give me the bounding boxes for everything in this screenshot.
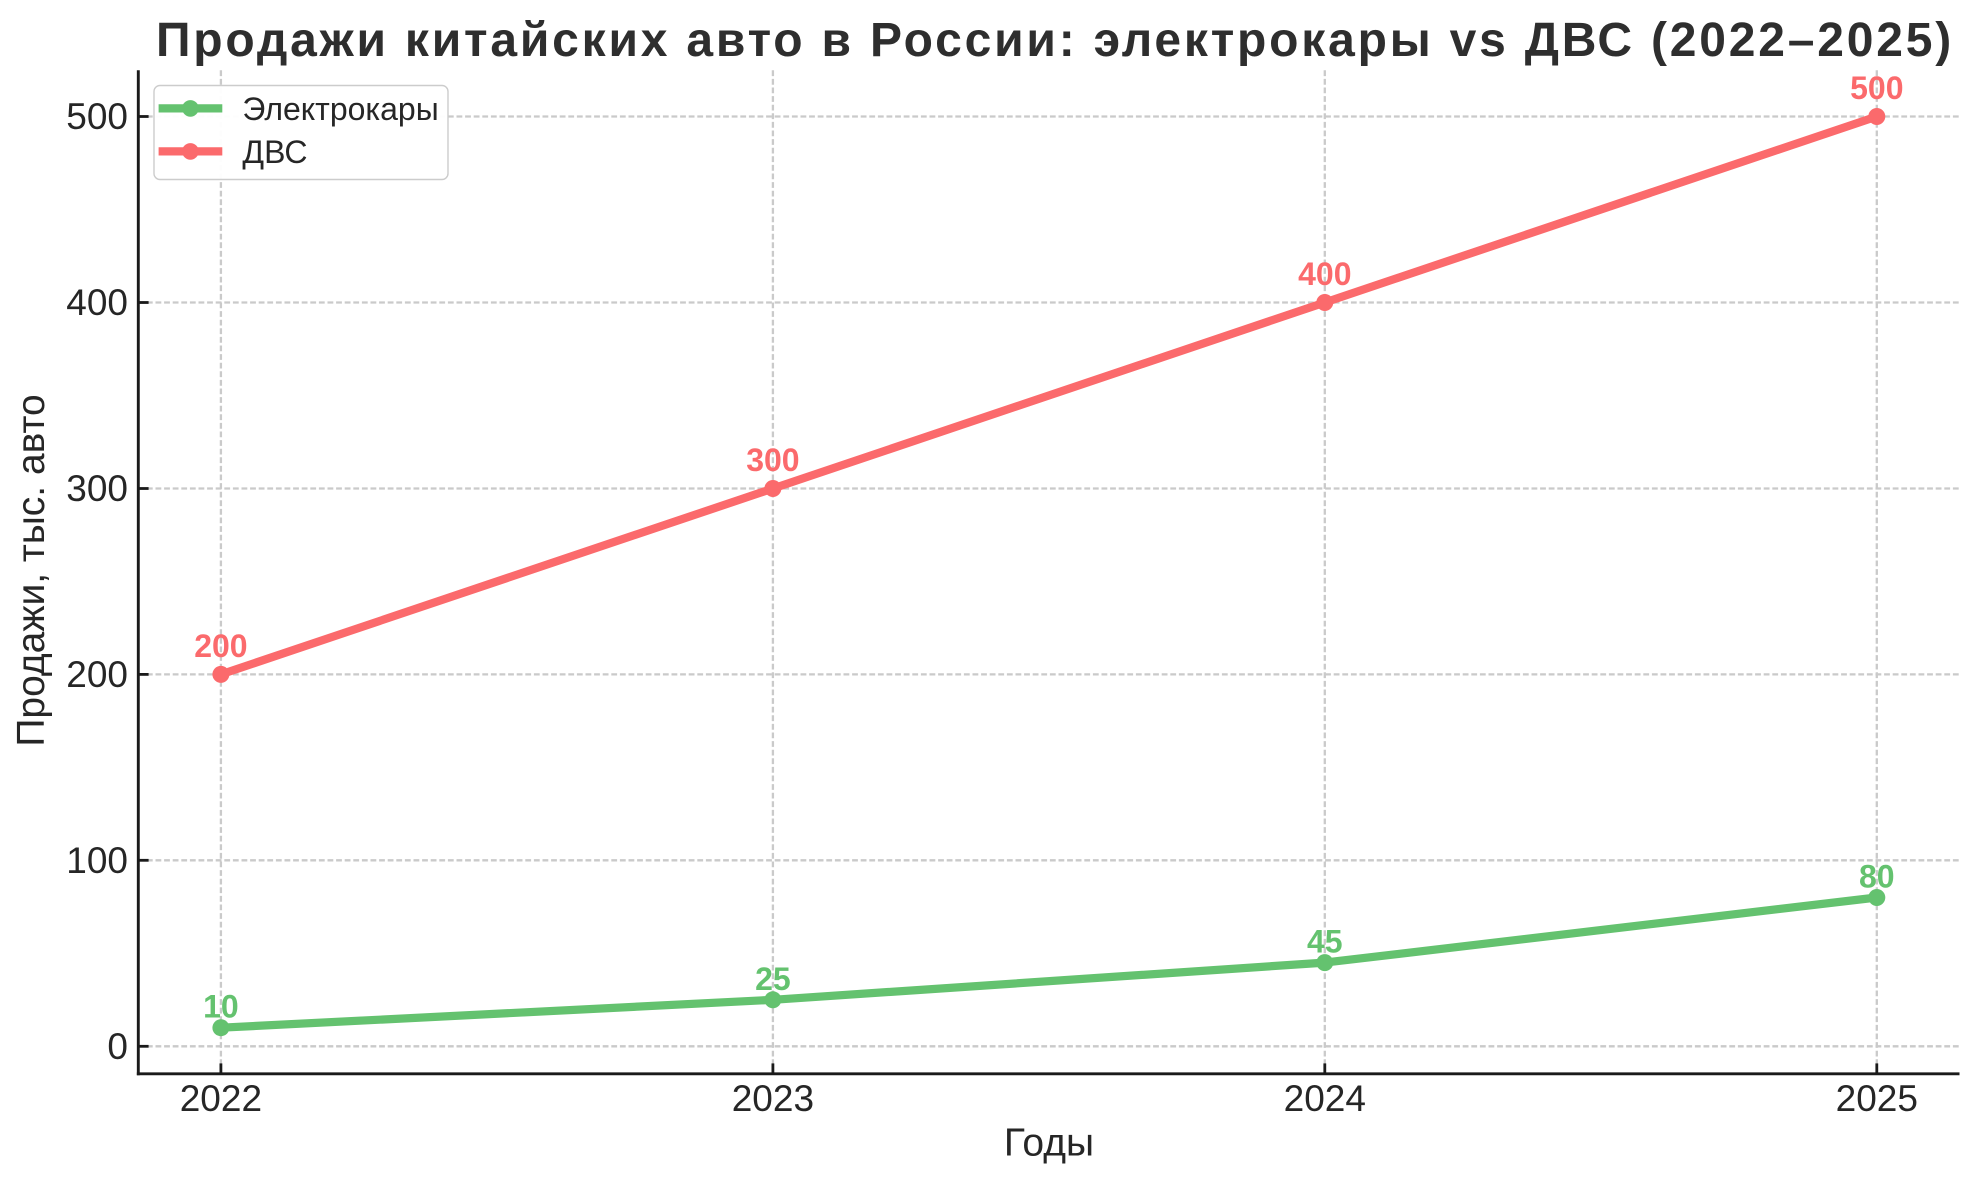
svg-text:0: 0 bbox=[107, 1026, 128, 1067]
svg-text:10: 10 bbox=[203, 989, 239, 1025]
svg-text:300: 300 bbox=[746, 442, 799, 478]
svg-text:80: 80 bbox=[1859, 859, 1895, 895]
svg-text:ДВС: ДВС bbox=[242, 134, 307, 170]
svg-text:300: 300 bbox=[66, 468, 128, 509]
svg-text:400: 400 bbox=[66, 282, 128, 323]
svg-text:200: 200 bbox=[194, 628, 247, 664]
svg-text:Годы: Годы bbox=[1004, 1122, 1094, 1165]
svg-text:400: 400 bbox=[1298, 256, 1351, 292]
svg-text:25: 25 bbox=[755, 961, 791, 997]
svg-text:Продажи, тыс. авто: Продажи, тыс. авто bbox=[10, 394, 53, 746]
svg-text:2024: 2024 bbox=[1284, 1078, 1366, 1119]
svg-text:500: 500 bbox=[66, 96, 128, 137]
svg-text:100: 100 bbox=[66, 840, 128, 881]
svg-text:2022: 2022 bbox=[180, 1078, 262, 1119]
svg-text:Электрокары: Электрокары bbox=[242, 91, 438, 127]
svg-text:200: 200 bbox=[66, 654, 128, 695]
svg-text:2025: 2025 bbox=[1836, 1078, 1918, 1119]
svg-text:2023: 2023 bbox=[732, 1078, 814, 1119]
svg-text:500: 500 bbox=[1850, 70, 1903, 106]
svg-text:45: 45 bbox=[1307, 924, 1343, 960]
svg-text:Продажи китайских авто в Росси: Продажи китайских авто в России: электро… bbox=[156, 14, 1954, 67]
